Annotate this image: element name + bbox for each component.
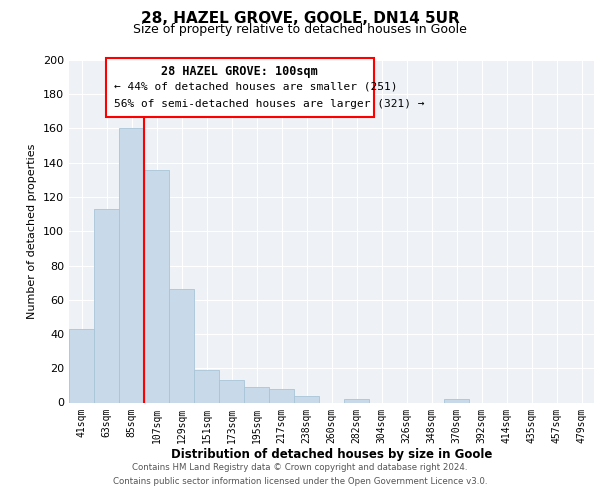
Text: ← 44% of detached houses are smaller (251): ← 44% of detached houses are smaller (25… (113, 82, 397, 92)
Bar (344, 399, 369, 402)
Bar (244, 387, 269, 402)
Bar (269, 389, 294, 402)
Text: Contains HM Land Registry data © Crown copyright and database right 2024.: Contains HM Land Registry data © Crown c… (132, 464, 468, 472)
X-axis label: Distribution of detached houses by size in Goole: Distribution of detached houses by size … (171, 448, 492, 461)
Text: Size of property relative to detached houses in Goole: Size of property relative to detached ho… (133, 24, 467, 36)
Bar (94, 209, 119, 402)
Text: 28 HAZEL GROVE: 100sqm: 28 HAZEL GROVE: 100sqm (161, 65, 318, 78)
Bar (144, 170, 169, 402)
FancyBboxPatch shape (106, 58, 374, 116)
Bar (294, 396, 319, 402)
Bar (219, 380, 244, 402)
Text: 28, HAZEL GROVE, GOOLE, DN14 5UR: 28, HAZEL GROVE, GOOLE, DN14 5UR (140, 11, 460, 26)
Bar (194, 370, 219, 402)
Bar (444, 399, 469, 402)
Y-axis label: Number of detached properties: Number of detached properties (28, 144, 37, 319)
Text: 56% of semi-detached houses are larger (321) →: 56% of semi-detached houses are larger (… (113, 98, 424, 108)
Bar (119, 128, 144, 402)
Bar (69, 329, 94, 402)
Text: Contains public sector information licensed under the Open Government Licence v3: Contains public sector information licen… (113, 477, 487, 486)
Bar (169, 290, 194, 403)
